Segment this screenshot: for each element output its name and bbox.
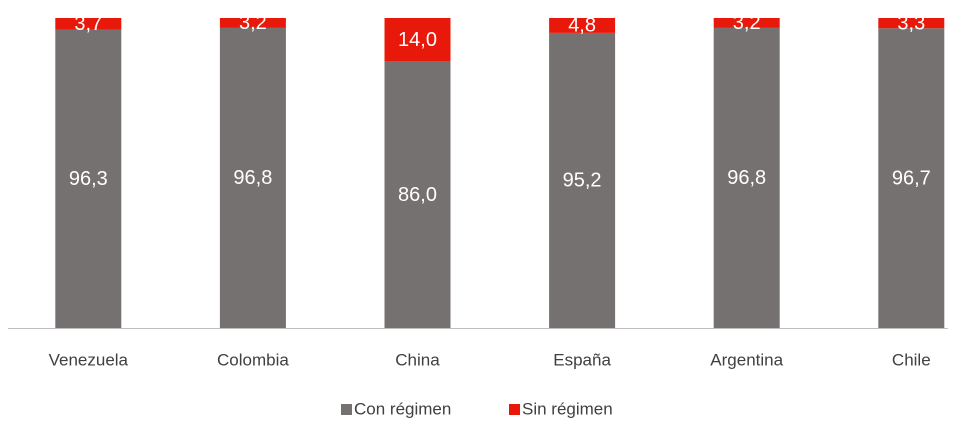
x-tick-label: Colombia <box>217 350 289 369</box>
value-label: 3,3 <box>897 12 925 34</box>
x-tick-label: China <box>395 350 440 369</box>
x-tick-label: España <box>553 350 611 369</box>
value-label: 3,2 <box>239 12 267 34</box>
value-label: 14,0 <box>398 29 437 51</box>
bar-segment <box>219 18 286 28</box>
x-tick-label: Chile <box>892 350 931 369</box>
legend-swatch <box>341 404 352 415</box>
value-label: 86,0 <box>398 184 437 206</box>
legend-label: Sin régimen <box>522 399 613 418</box>
bar-segment <box>219 27 286 328</box>
bar-segment <box>713 18 780 28</box>
value-label: 96,7 <box>892 167 931 189</box>
x-tick-label: Venezuela <box>49 350 129 369</box>
value-label: 4,8 <box>568 15 596 37</box>
legend-swatch <box>509 404 520 415</box>
bar-segment <box>384 18 451 62</box>
bar-segment <box>713 27 780 328</box>
bar-segment <box>878 18 945 29</box>
bar-segment <box>549 18 616 33</box>
value-label: 3,7 <box>74 13 102 35</box>
bar-segment <box>384 61 451 329</box>
x-tick-label: Argentina <box>710 350 783 369</box>
legend-label: Con régimen <box>354 399 451 418</box>
bar-segment <box>878 28 945 328</box>
bar-segment <box>55 18 122 30</box>
value-label: 3,2 <box>733 12 761 34</box>
value-label: 96,8 <box>727 167 766 189</box>
value-label: 96,3 <box>69 168 108 190</box>
value-label: 95,2 <box>563 170 602 192</box>
value-label: 96,8 <box>233 167 272 189</box>
bar-segment <box>55 29 122 328</box>
bar-segment <box>549 32 616 328</box>
